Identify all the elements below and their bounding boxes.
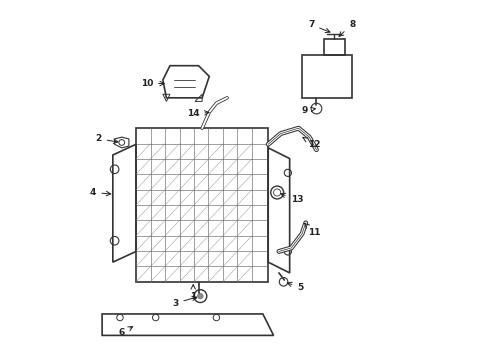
Circle shape	[197, 293, 203, 299]
Text: 3: 3	[172, 296, 196, 308]
Text: 11: 11	[305, 224, 321, 237]
Text: 10: 10	[141, 79, 164, 88]
Text: 9: 9	[302, 106, 316, 115]
Text: 4: 4	[90, 188, 111, 197]
Text: 1: 1	[190, 285, 196, 301]
Text: 8: 8	[339, 20, 355, 36]
Text: 7: 7	[308, 20, 330, 32]
Text: 6: 6	[119, 327, 133, 337]
Text: 2: 2	[96, 134, 118, 143]
Text: 12: 12	[303, 138, 321, 149]
Text: 5: 5	[287, 282, 303, 292]
Text: 13: 13	[281, 193, 303, 204]
Text: 14: 14	[187, 109, 209, 118]
